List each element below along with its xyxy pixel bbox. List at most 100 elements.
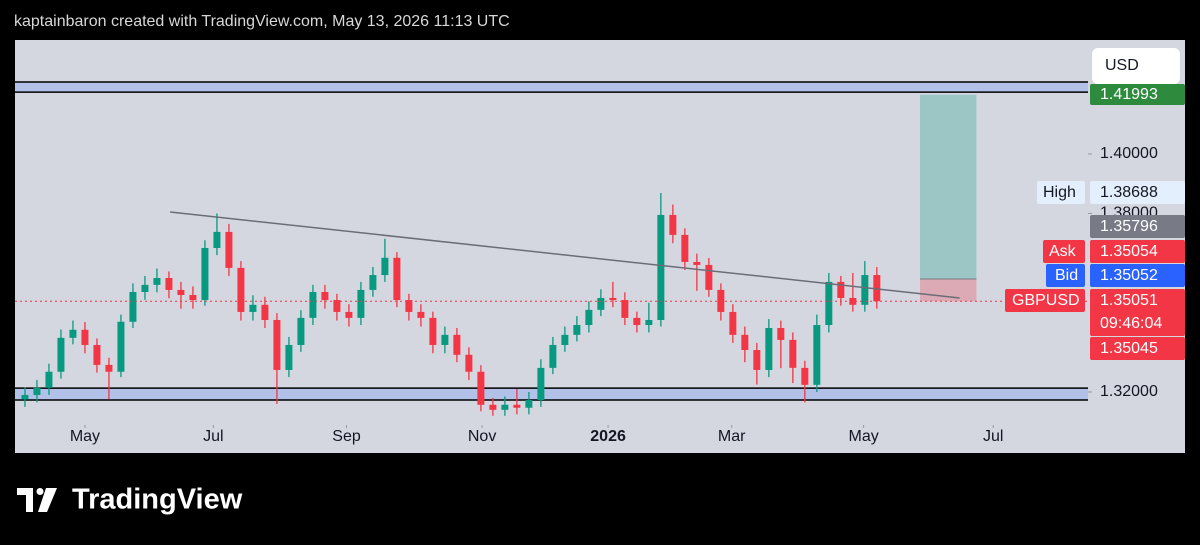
candle-body	[609, 297, 617, 301]
x-tick-label: Mar	[718, 428, 746, 445]
candle-body	[525, 400, 533, 408]
candle-body	[381, 257, 389, 276]
extra-value-box	[1090, 337, 1185, 360]
currency-label[interactable]: USD	[1105, 57, 1139, 74]
bid-name-box	[1046, 264, 1085, 287]
candle-body	[849, 297, 857, 305]
candle-body	[705, 264, 713, 290]
candle-body	[93, 344, 101, 365]
ask-value: 1.35054	[1100, 243, 1158, 260]
candle-body	[585, 309, 593, 326]
candle-body	[873, 275, 881, 302]
candle-body	[105, 364, 113, 372]
candle-body	[69, 329, 77, 338]
entry-label-box	[1090, 215, 1185, 238]
x-tick-label: 2026	[590, 428, 626, 445]
candle-body	[369, 275, 377, 290]
candle-body	[561, 334, 569, 345]
candle-body	[225, 231, 233, 268]
candle-body	[33, 387, 41, 395]
candle-body	[261, 304, 269, 320]
trendline	[170, 211, 960, 299]
zone	[15, 81, 1088, 93]
candle-body	[861, 275, 869, 305]
candle-body	[213, 231, 221, 248]
logo-text: TradingView	[72, 484, 243, 516]
candle-body	[345, 311, 353, 318]
candle-body	[45, 371, 53, 388]
attribution: kaptainbaron created with TradingView.co…	[14, 13, 510, 30]
last-value-box	[1090, 289, 1185, 336]
candle-body	[249, 304, 257, 312]
candle-body	[825, 281, 833, 326]
candle-body	[465, 354, 473, 372]
candle-body	[765, 328, 773, 370]
x-tick-label: May	[849, 428, 879, 445]
symbol-name: GBPUSD	[1012, 292, 1080, 309]
candle-body	[153, 278, 161, 285]
candle-body	[333, 300, 341, 312]
candle-body	[441, 334, 449, 345]
candle-body	[201, 247, 209, 301]
candle-body	[537, 367, 545, 401]
logo-icon	[17, 488, 57, 512]
candle-body	[597, 297, 605, 310]
x-tick-label: Sep	[332, 428, 361, 445]
extra-value: 1.35045	[1100, 340, 1158, 357]
zone	[15, 388, 1088, 401]
candle-body	[81, 329, 89, 345]
x-tick-label: Nov	[468, 428, 496, 445]
candle-body	[513, 404, 521, 408]
candle-body	[165, 278, 173, 290]
candle-body	[297, 317, 305, 345]
target-label-box	[1090, 84, 1185, 105]
candle-body	[21, 394, 29, 400]
high-name: High	[1043, 184, 1076, 201]
countdown: 09:46:04	[1100, 315, 1162, 332]
candle-body	[393, 257, 401, 301]
candle-body	[549, 344, 557, 368]
candle-body	[573, 325, 581, 335]
candle-body	[789, 339, 797, 368]
candle-body	[813, 325, 821, 385]
candle-body	[405, 300, 413, 312]
position-profit	[920, 94, 977, 280]
candle-body	[657, 214, 665, 320]
candle-body	[309, 292, 317, 318]
candle-body	[681, 234, 689, 262]
position-loss	[920, 279, 977, 302]
high-name-box	[1037, 181, 1085, 204]
high-value: 1.38688	[1100, 184, 1158, 201]
candle-body	[801, 367, 809, 385]
candle-body	[321, 292, 329, 301]
ask-name: Ask	[1049, 243, 1077, 260]
candle-body	[453, 334, 461, 355]
candle-body	[417, 311, 425, 318]
candle-body	[117, 321, 125, 372]
candle-body	[621, 300, 629, 318]
bid-name: Bid	[1055, 267, 1078, 284]
last-value: 1.35051	[1100, 292, 1158, 309]
candle-body	[129, 292, 137, 322]
candle-body	[633, 317, 641, 326]
candle-body	[501, 404, 509, 410]
candle-body	[237, 267, 245, 312]
candle-body	[357, 289, 365, 318]
bid-value-box	[1090, 264, 1185, 287]
candle-body	[285, 344, 293, 370]
candle-body	[645, 319, 653, 326]
x-tick-label: Jul	[983, 428, 1003, 445]
candle-body	[729, 311, 737, 335]
candle-body	[141, 284, 149, 293]
candle-body	[177, 289, 185, 295]
ask-name-box	[1043, 240, 1085, 263]
candle-body	[777, 328, 785, 340]
x-tick-label: Jul	[203, 428, 223, 445]
candle-body	[477, 371, 485, 405]
candle-body	[489, 404, 497, 410]
candle-body	[693, 261, 701, 265]
currency-button[interactable]	[1092, 48, 1180, 84]
ask-value-box	[1090, 240, 1185, 263]
